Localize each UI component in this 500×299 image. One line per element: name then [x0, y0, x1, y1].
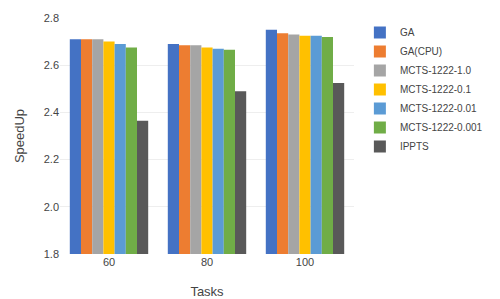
svg-text:GA: GA: [400, 27, 415, 38]
svg-text:MCTS-1222-0.01: MCTS-1222-0.01: [400, 103, 477, 114]
svg-text:80: 80: [201, 256, 213, 268]
svg-text:SpeedUp: SpeedUp: [12, 109, 27, 163]
svg-text:2.8: 2.8: [44, 12, 59, 24]
svg-text:IPPTS: IPPTS: [400, 141, 429, 152]
svg-text:2.6: 2.6: [44, 59, 59, 71]
svg-text:MCTS-1222-0.1: MCTS-1222-0.1: [400, 84, 472, 95]
svg-text:1.8: 1.8: [44, 248, 59, 260]
svg-text:GA(CPU): GA(CPU): [400, 46, 442, 57]
svg-text:100: 100: [296, 256, 314, 268]
svg-text:Tasks: Tasks: [190, 284, 224, 299]
svg-text:MCTS-1222-0.001: MCTS-1222-0.001: [400, 122, 483, 133]
svg-text:2.4: 2.4: [44, 106, 59, 118]
svg-text:60: 60: [103, 256, 115, 268]
svg-text:2.2: 2.2: [44, 153, 59, 165]
svg-text:MCTS-1222-1.0: MCTS-1222-1.0: [400, 65, 472, 76]
svg-text:2.0: 2.0: [44, 201, 59, 213]
